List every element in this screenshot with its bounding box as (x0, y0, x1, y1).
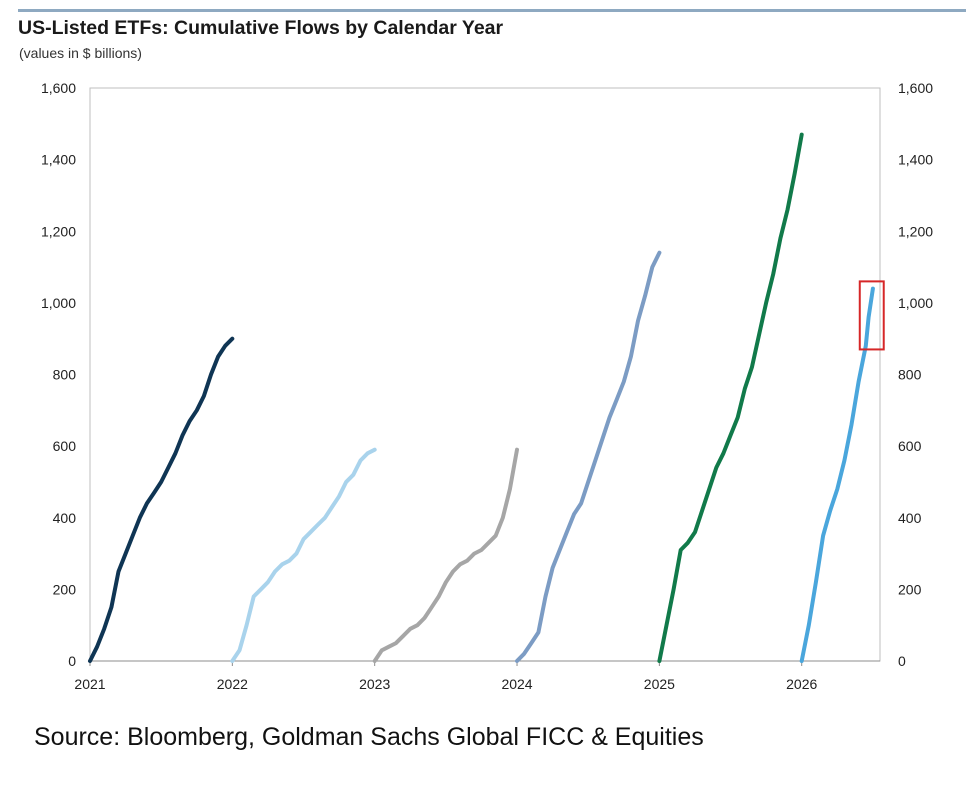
series-line-5 (657, 132, 804, 663)
y-tick-label-left: 1,600 (41, 80, 76, 96)
series-line-6 (799, 286, 875, 663)
y-tick-label-left: 0 (68, 653, 76, 669)
y-tick-label-left: 800 (53, 367, 77, 383)
x-tick-label: 2024 (501, 676, 532, 692)
y-tick-label-right: 800 (898, 367, 922, 383)
y-tick-label-right: 1,000 (898, 295, 933, 311)
y-tick-label-left: 200 (53, 581, 77, 597)
y-tick-label-left: 1,200 (41, 223, 76, 239)
y-tick-label-left: 600 (53, 438, 77, 454)
highlight-box (858, 280, 885, 351)
y-tick-label-left: 1,000 (41, 295, 76, 311)
chart-subtitle: (values in $ billions) (19, 45, 142, 61)
y-tick-label-right: 1,200 (898, 223, 933, 239)
y-tick-label-right: 400 (898, 510, 922, 526)
y-tick-label-left: 400 (53, 510, 77, 526)
axes: 0 0 200 200 400 400 600 600 800 800 1,000 1,000 1,20… (41, 80, 933, 692)
y-tick-label-right: 600 (898, 438, 922, 454)
highlight-layer (858, 280, 885, 351)
source-note: Source: Bloomberg, Goldman Sachs Global … (34, 723, 704, 751)
y-tick-label-right: 200 (898, 581, 922, 597)
series-layer (88, 132, 875, 663)
x-tick-label: 2026 (786, 676, 817, 692)
x-tick-label: 2021 (74, 676, 105, 692)
y-tick-label-right: 1,600 (898, 80, 933, 96)
x-tick-label: 2022 (217, 676, 248, 692)
header-rule (18, 9, 966, 12)
series-line-2 (230, 447, 377, 663)
series-line-1 (88, 336, 235, 663)
x-tick-label: 2023 (359, 676, 390, 692)
y-tick-label-left: 1,400 (41, 152, 76, 168)
series-line-4 (515, 250, 662, 663)
y-tick-label-right: 0 (898, 653, 906, 669)
series-line-3 (372, 447, 519, 663)
plot-frame (89, 87, 881, 662)
chart-title: US-Listed ETFs: Cumulative Flows by Cale… (18, 17, 504, 39)
x-tick-label: 2025 (644, 676, 675, 692)
y-tick-label-right: 1,400 (898, 152, 933, 168)
